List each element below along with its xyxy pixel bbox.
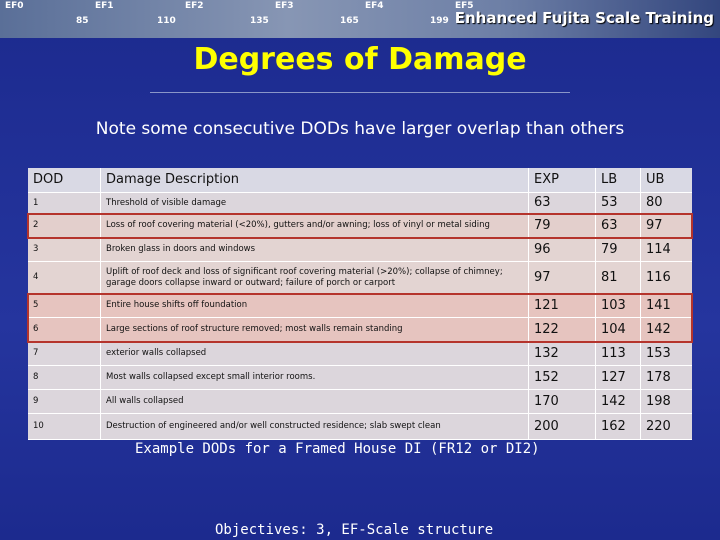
header-cell: DOD bbox=[33, 172, 64, 187]
table-cell: 114 bbox=[640, 238, 692, 261]
table-row: 3 Broken glass in doors and windows 96 79 11… bbox=[28, 238, 692, 262]
table-cell: 63 bbox=[528, 193, 595, 213]
header-cell: UB bbox=[640, 168, 692, 192]
table-cell: Most walls collapsed except small interi… bbox=[100, 366, 528, 389]
header-cell: EXP bbox=[528, 168, 595, 192]
table-cell: 142 bbox=[595, 390, 640, 413]
banner-title: Enhanced Fujita Scale Training bbox=[454, 9, 714, 27]
table-cell: 81 bbox=[595, 262, 640, 293]
wind-speed: 85 bbox=[76, 16, 89, 26]
table-cell: 79 bbox=[528, 214, 595, 237]
highlight-box bbox=[27, 213, 693, 239]
table-cell: 132 bbox=[528, 342, 595, 365]
table-cell: 162 bbox=[595, 414, 640, 439]
title-rule bbox=[150, 92, 570, 93]
table-row: 2 Loss of roof covering material (<20%), … bbox=[28, 214, 692, 238]
table-cell: 5 bbox=[33, 300, 39, 310]
highlight-box bbox=[27, 293, 693, 343]
table-row: 10 Destruction of engineered and/or well … bbox=[28, 414, 692, 440]
table-cell: 141 bbox=[640, 294, 692, 317]
scale-label: EF3 bbox=[275, 1, 294, 11]
footer: Objectives: 3, EF-Scale structure bbox=[215, 522, 494, 538]
table-row: 4 Uplift of roof deck and loss of signifi… bbox=[28, 262, 692, 294]
table-cell: 142 bbox=[640, 318, 692, 341]
table-cell: 6 bbox=[33, 324, 39, 334]
table-cell: Large sections of roof structure removed… bbox=[100, 318, 528, 341]
table-cell: 122 bbox=[528, 318, 595, 341]
table-cell: 198 bbox=[640, 390, 692, 413]
header-row: DOD Damage Description EXP LB UB bbox=[28, 168, 692, 193]
scale-label: EF4 bbox=[365, 1, 384, 11]
table-cell: 178 bbox=[640, 366, 692, 389]
table-cell: 103 bbox=[595, 294, 640, 317]
table-cell: 170 bbox=[528, 390, 595, 413]
table-cell: 200 bbox=[528, 414, 595, 439]
table-cell: exterior walls collapsed bbox=[100, 342, 528, 365]
wind-speed: 135 bbox=[250, 16, 269, 26]
table-cell: Uplift of roof deck and loss of signific… bbox=[100, 262, 528, 293]
header-cell: Damage Description bbox=[100, 168, 528, 192]
table-cell: 4 bbox=[33, 272, 39, 282]
table-cell: 121 bbox=[528, 294, 595, 317]
table-row: 9 All walls collapsed 170 142 198 bbox=[28, 390, 692, 414]
table-row: 8 Most walls collapsed except small inter… bbox=[28, 366, 692, 390]
table-cell: 220 bbox=[640, 414, 692, 439]
table-row: 6 Large sections of roof structure remove… bbox=[28, 318, 692, 342]
table-row: 5 Entire house shifts off foundation 121 10… bbox=[28, 294, 692, 318]
table-cell: 127 bbox=[595, 366, 640, 389]
subtitle: Note some consecutive DODs have larger o… bbox=[95, 119, 625, 139]
table-cell: 97 bbox=[528, 262, 595, 293]
table-cell: 113 bbox=[595, 342, 640, 365]
header-cell: LB bbox=[595, 168, 640, 192]
wind-speed: 199 bbox=[430, 16, 449, 26]
table-cell: 63 bbox=[595, 214, 640, 237]
table-cell: 96 bbox=[528, 238, 595, 261]
table-cell: 9 bbox=[33, 396, 39, 406]
table-cell: 3 bbox=[33, 244, 39, 254]
scale-label: EF1 bbox=[95, 1, 114, 11]
table-row: 7 exterior walls collapsed 132 113 153 bbox=[28, 342, 692, 366]
table-cell: 7 bbox=[33, 348, 39, 358]
scale-label: EF0 bbox=[5, 1, 24, 11]
table-cell: 104 bbox=[595, 318, 640, 341]
slide-title: Degrees of Damage bbox=[193, 42, 527, 77]
table-cell: 79 bbox=[595, 238, 640, 261]
table-cell: 97 bbox=[640, 214, 692, 237]
table-cell: 8 bbox=[33, 372, 39, 382]
banner bbox=[0, 0, 720, 38]
table-cell: 80 bbox=[640, 193, 692, 213]
table-cell: Broken glass in doors and windows bbox=[100, 238, 528, 261]
table-cell: 152 bbox=[528, 366, 595, 389]
caption: Example DODs for a Framed House DI (FR12… bbox=[135, 441, 540, 457]
table-cell: Threshold of visible damage bbox=[100, 193, 528, 213]
table-cell: 153 bbox=[640, 342, 692, 365]
table-cell: Entire house shifts off foundation bbox=[100, 294, 528, 317]
wind-speed: 165 bbox=[340, 16, 359, 26]
table-row: 1 Threshold of visible damage 63 53 80 bbox=[28, 193, 692, 214]
table-cell: 10 bbox=[33, 421, 44, 431]
table-cell: Destruction of engineered and/or well co… bbox=[100, 414, 528, 439]
wind-speed: 110 bbox=[157, 16, 176, 26]
table-cell: All walls collapsed bbox=[100, 390, 528, 413]
table-cell: 116 bbox=[640, 262, 692, 293]
table-cell: 53 bbox=[595, 193, 640, 213]
scale-label: EF2 bbox=[185, 1, 204, 11]
table-cell: 2 bbox=[33, 220, 39, 230]
scale-label: EF5 bbox=[455, 1, 474, 11]
table-cell: Loss of roof covering material (<20%), g… bbox=[100, 214, 528, 237]
table-cell: 1 bbox=[33, 197, 39, 208]
